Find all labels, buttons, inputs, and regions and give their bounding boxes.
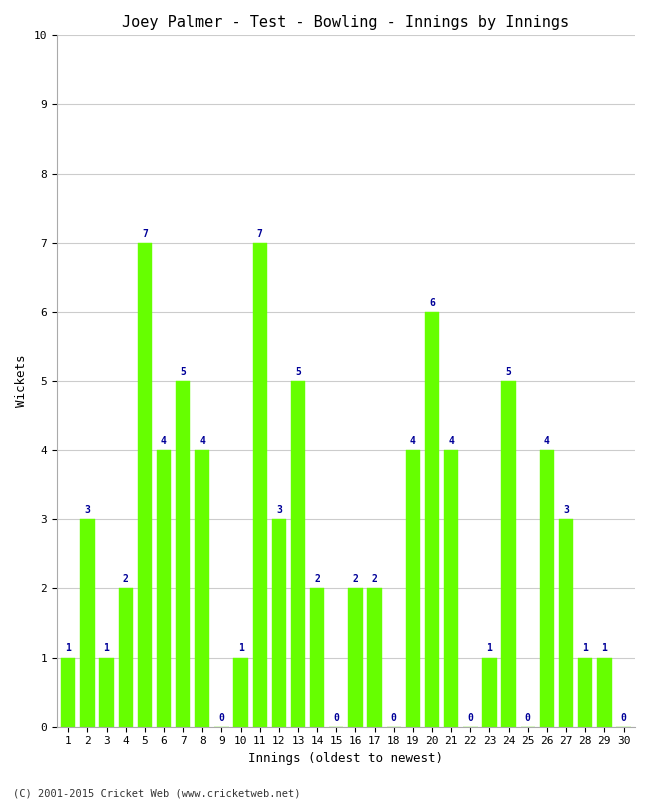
Text: 2: 2 [314,574,320,584]
Bar [597,658,612,726]
Text: 0: 0 [391,713,396,722]
Bar [195,450,209,726]
Bar [501,381,516,726]
Text: 1: 1 [66,643,72,654]
Y-axis label: Wickets: Wickets [15,354,28,407]
Bar [291,381,306,726]
Title: Joey Palmer - Test - Bowling - Innings by Innings: Joey Palmer - Test - Bowling - Innings b… [122,15,569,30]
Bar [157,450,171,726]
Bar [176,381,190,726]
Text: 3: 3 [276,505,282,515]
Bar [118,589,133,726]
Text: 1: 1 [582,643,588,654]
Text: 1: 1 [601,643,607,654]
Text: 0: 0 [218,713,224,722]
Text: 5: 5 [295,367,301,377]
Text: 4: 4 [161,436,167,446]
Bar [272,519,286,726]
Bar [348,589,363,726]
Bar [80,519,95,726]
X-axis label: Innings (oldest to newest): Innings (oldest to newest) [248,752,443,765]
Text: (C) 2001-2015 Cricket Web (www.cricketweb.net): (C) 2001-2015 Cricket Web (www.cricketwe… [13,788,300,798]
Text: 4: 4 [200,436,205,446]
Bar [540,450,554,726]
Bar [99,658,114,726]
Text: 7: 7 [142,229,148,238]
Text: 0: 0 [467,713,473,722]
Bar [310,589,324,726]
Text: 0: 0 [621,713,627,722]
Text: 4: 4 [544,436,550,446]
Text: 3: 3 [563,505,569,515]
Text: 1: 1 [238,643,244,654]
Text: 1: 1 [103,643,109,654]
Text: 0: 0 [333,713,339,722]
Text: 5: 5 [180,367,186,377]
Bar [138,242,152,726]
Bar [444,450,458,726]
Bar [253,242,267,726]
Bar [233,658,248,726]
Text: 5: 5 [506,367,512,377]
Text: 2: 2 [372,574,378,584]
Bar [61,658,75,726]
Text: 3: 3 [84,505,90,515]
Bar [559,519,573,726]
Bar [482,658,497,726]
Text: 1: 1 [487,643,493,654]
Bar [406,450,420,726]
Text: 4: 4 [448,436,454,446]
Text: 6: 6 [429,298,435,308]
Text: 2: 2 [123,574,129,584]
Bar [425,312,439,726]
Bar [367,589,382,726]
Bar [578,658,592,726]
Text: 0: 0 [525,713,530,722]
Text: 2: 2 [352,574,358,584]
Text: 4: 4 [410,436,416,446]
Text: 7: 7 [257,229,263,238]
